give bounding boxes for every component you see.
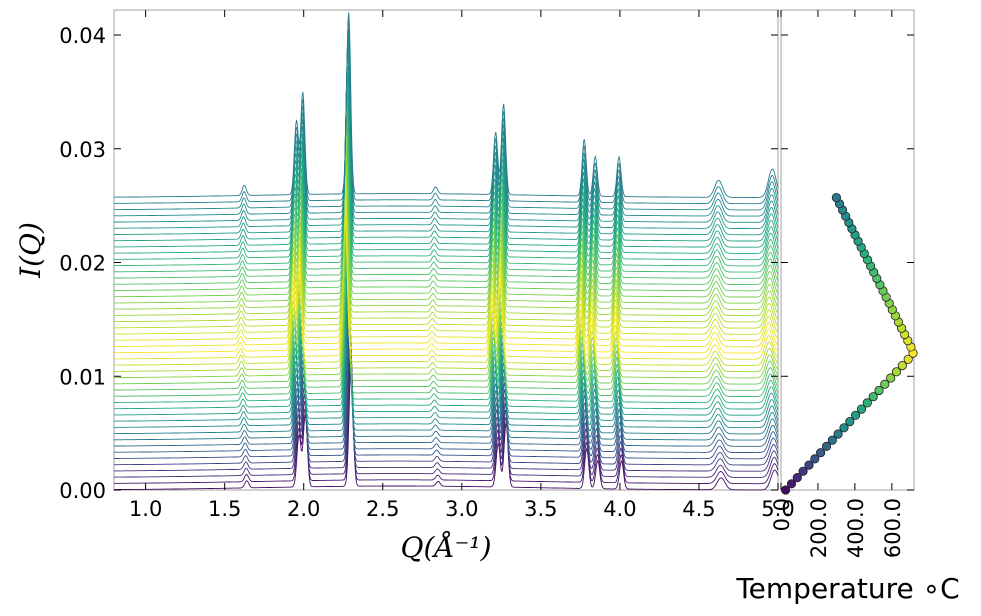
temperature-point-5: [804, 460, 814, 470]
temperature-point-8: [821, 441, 832, 451]
temperature-point-12: [845, 416, 855, 427]
series-line-9: [114, 299, 779, 441]
series-line-46: [114, 27, 779, 211]
temperature-point-2: [786, 479, 797, 489]
x-tick-label: 4.5: [682, 497, 715, 521]
series-line-37: [114, 94, 779, 267]
temperature-point-10: [833, 429, 843, 439]
y-tick-label: 0.02: [59, 252, 106, 276]
series-line-25: [114, 183, 779, 342]
main-plot-ticks: [114, 10, 779, 491]
series-line-34: [114, 115, 779, 286]
series-line-13: [114, 271, 779, 416]
temperature-tick-label: 400.0: [844, 498, 868, 558]
series-line-6: [114, 322, 779, 460]
temperature-point-11: [839, 423, 849, 433]
temperature-tick-label: 200.0: [807, 498, 831, 558]
temperature-point-14: [856, 404, 867, 414]
series-line-4: [114, 336, 779, 472]
x-tick-label: 2.5: [366, 497, 399, 521]
series-line-41: [114, 65, 779, 242]
temperature-point-6: [810, 454, 820, 464]
series-line-24: [114, 189, 779, 348]
temperature-point-48: [831, 193, 842, 203]
series-line-11: [114, 286, 779, 429]
side-plot-ticks: [780, 10, 914, 491]
series-line-30: [114, 146, 779, 310]
temperature-point-21: [897, 360, 907, 371]
temperature-point-19: [886, 373, 896, 383]
series-line-16: [113, 249, 779, 398]
temperature-tick-label: 600.0: [881, 498, 905, 558]
x-tick-label: 3.5: [524, 497, 557, 521]
x-tick-label: 3.0: [445, 497, 478, 521]
main-plot-tick-labels: 1.0 1.5 2.0 2.5 3.0 3.5 4.0 4.5 5.0 0.00 0.01 0.02 0…: [59, 24, 794, 521]
temperature-tick-label: 0.0: [770, 498, 794, 531]
temperature-point-22: [903, 354, 913, 364]
series-line-15: [114, 255, 779, 404]
series-line-3: [114, 344, 779, 478]
series-line-12: [114, 277, 779, 422]
series-line-29: [114, 152, 779, 317]
series-line-33: [114, 122, 779, 292]
series-line-5: [114, 330, 779, 466]
series-line-21: [114, 212, 779, 366]
temperature-point-17: [874, 385, 884, 396]
series-line-2: [114, 352, 779, 485]
series-line-22: [114, 205, 779, 360]
series-line-7: [114, 314, 779, 454]
y-tick-label: 0.00: [59, 479, 106, 503]
y-axis-label: I(Q): [14, 222, 47, 279]
temperature-point-18: [880, 379, 890, 389]
series-line-47: [114, 20, 779, 205]
x-tick-label: 4.0: [603, 497, 636, 521]
series-line-28: [114, 159, 779, 323]
temperature-axis-label: Temperature ∘C: [735, 572, 959, 605]
series-line-19: [114, 227, 779, 379]
series-line-17: [114, 241, 779, 391]
series-line-8: [114, 308, 779, 447]
temperature-point-9: [827, 435, 837, 445]
x-tick-label: 5.0: [761, 497, 794, 521]
temperature-point-20: [891, 367, 902, 377]
series-line-42: [114, 57, 779, 236]
series-line-40: [114, 72, 779, 248]
x-tick-label: 1.0: [129, 497, 162, 521]
series-line-18: [114, 233, 779, 385]
temperature-point-7: [815, 448, 826, 458]
temperature-point-15: [862, 398, 872, 408]
series-line-26: [114, 176, 779, 335]
temperature-points: [780, 193, 918, 495]
series-line-27: [114, 167, 779, 329]
series-line-36: [114, 102, 779, 273]
series-line-20: [114, 218, 779, 373]
y-tick-label: 0.03: [59, 138, 106, 162]
x-tick-label: 1.5: [208, 497, 241, 521]
series-line-32: [114, 130, 779, 298]
temperature-point-3: [792, 472, 802, 483]
series-line-44: [114, 41, 779, 223]
x-axis-label: Q(Å⁻¹): [400, 531, 491, 564]
series-line-43: [114, 48, 779, 230]
series-line-23: [114, 196, 779, 354]
series-line-39: [113, 78, 779, 254]
temperature-point-4: [798, 466, 808, 476]
series-line-35: [114, 109, 779, 279]
temperature-point-16: [868, 392, 878, 402]
series-line-10: [114, 293, 779, 435]
x-tick-label: 2.0: [287, 497, 320, 521]
temperature-point-1: [780, 485, 791, 495]
main-plot-curves: [113, 12, 779, 491]
temperature-point-13: [850, 410, 861, 420]
side-plot-frame: [780, 9, 915, 491]
series-line-31: [114, 138, 779, 304]
y-tick-label: 0.04: [59, 24, 106, 48]
series-line-45: [114, 34, 779, 217]
series-line-48: [114, 12, 779, 198]
y-tick-label: 0.01: [59, 365, 106, 389]
series-line-38: [114, 85, 779, 261]
side-plot-tick-labels: 0.0 200.0 400.0 600.0: [770, 498, 905, 558]
series-line-14: [114, 263, 779, 410]
